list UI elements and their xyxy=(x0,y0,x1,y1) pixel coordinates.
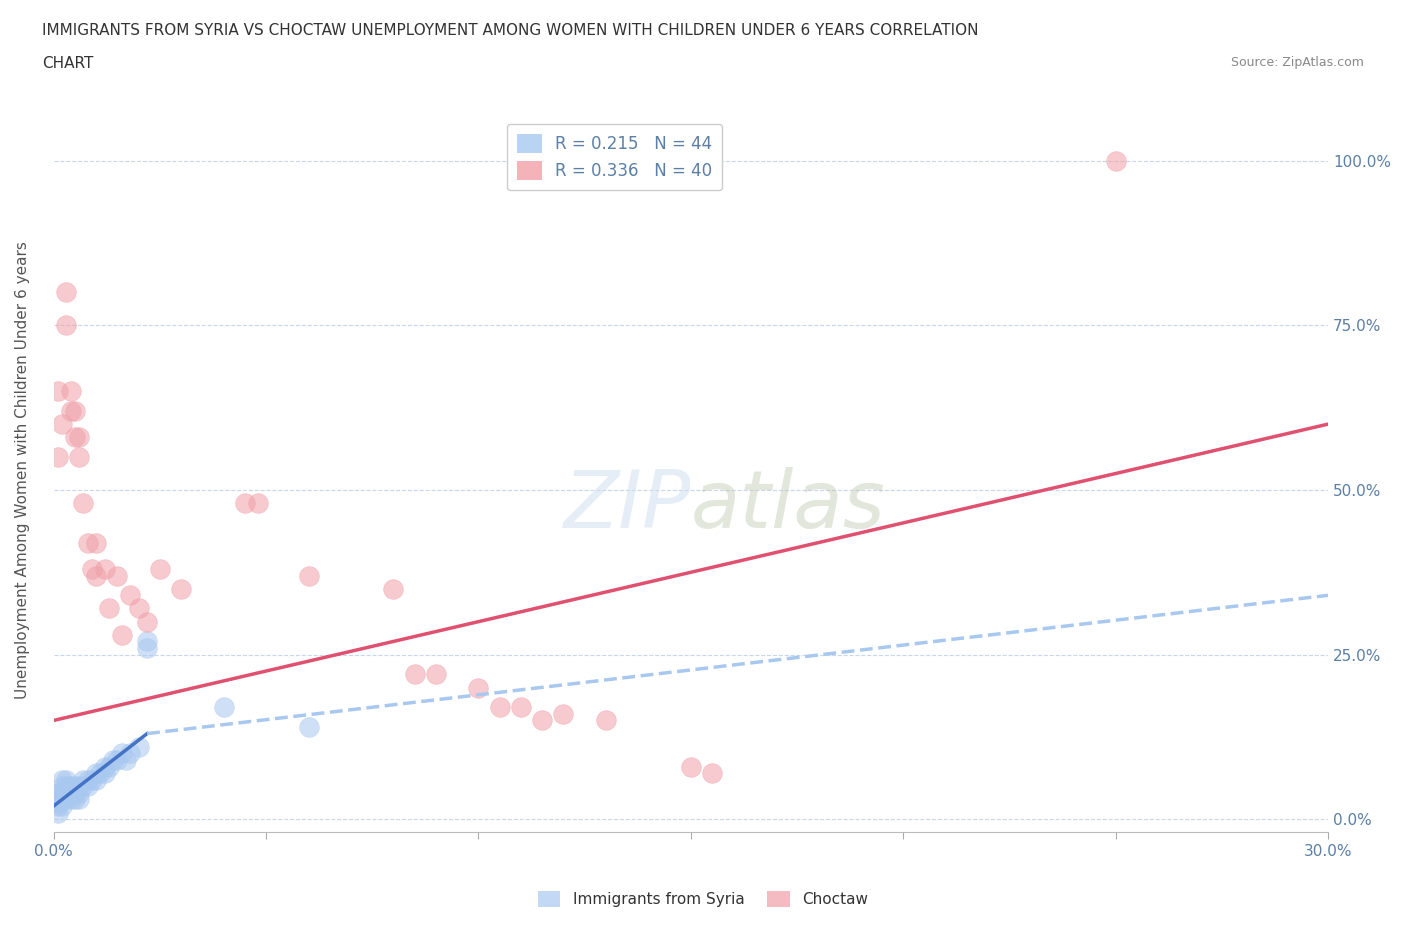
Point xyxy=(246,496,269,511)
Point xyxy=(51,417,73,432)
Point xyxy=(63,786,86,801)
Legend: R = 0.215   N = 44, R = 0.336   N = 40: R = 0.215 N = 44, R = 0.336 N = 40 xyxy=(506,124,723,191)
Point xyxy=(72,772,94,787)
Point xyxy=(136,614,159,629)
Point xyxy=(84,772,107,787)
Text: IMMIGRANTS FROM SYRIA VS CHOCTAW UNEMPLOYMENT AMONG WOMEN WITH CHILDREN UNDER 6 : IMMIGRANTS FROM SYRIA VS CHOCTAW UNEMPLO… xyxy=(42,23,979,38)
Point xyxy=(51,786,73,801)
Point xyxy=(128,739,150,754)
Point xyxy=(105,752,128,767)
Point xyxy=(46,786,69,801)
Point xyxy=(93,562,115,577)
Point xyxy=(55,786,77,801)
Point xyxy=(80,562,103,577)
Point xyxy=(84,568,107,583)
Point xyxy=(51,799,73,814)
Point xyxy=(67,786,90,801)
Point xyxy=(297,568,319,583)
Y-axis label: Unemployment Among Women with Children Under 6 years: Unemployment Among Women with Children U… xyxy=(15,241,30,699)
Legend: Immigrants from Syria, Choctaw: Immigrants from Syria, Choctaw xyxy=(531,884,875,913)
Point xyxy=(97,601,120,616)
Point xyxy=(110,628,132,643)
Point xyxy=(51,772,73,787)
Point xyxy=(1105,153,1128,168)
Point xyxy=(67,792,90,807)
Point xyxy=(59,786,82,801)
Point xyxy=(120,746,142,761)
Point xyxy=(76,778,98,793)
Point xyxy=(63,430,86,445)
Point xyxy=(72,778,94,793)
Point xyxy=(233,496,256,511)
Point xyxy=(488,700,510,715)
Point xyxy=(59,778,82,793)
Point xyxy=(59,384,82,399)
Point xyxy=(510,700,533,715)
Point xyxy=(59,792,82,807)
Point xyxy=(531,713,554,728)
Point xyxy=(297,720,319,735)
Point xyxy=(84,535,107,550)
Text: Source: ZipAtlas.com: Source: ZipAtlas.com xyxy=(1230,56,1364,69)
Point xyxy=(72,496,94,511)
Text: ZIP: ZIP xyxy=(564,468,690,545)
Point xyxy=(63,404,86,418)
Point xyxy=(46,795,69,810)
Point xyxy=(425,667,447,682)
Point xyxy=(149,562,172,577)
Point xyxy=(76,772,98,787)
Point xyxy=(120,588,142,603)
Point xyxy=(110,746,132,761)
Point xyxy=(67,430,90,445)
Point xyxy=(84,765,107,780)
Point xyxy=(59,404,82,418)
Point xyxy=(404,667,426,682)
Point xyxy=(55,792,77,807)
Point xyxy=(80,772,103,787)
Point xyxy=(76,535,98,550)
Point xyxy=(46,799,69,814)
Point xyxy=(46,384,69,399)
Point xyxy=(63,778,86,793)
Point xyxy=(105,568,128,583)
Point xyxy=(67,778,90,793)
Point xyxy=(51,778,73,793)
Point xyxy=(97,759,120,774)
Point xyxy=(55,318,77,333)
Point xyxy=(467,680,489,695)
Point xyxy=(382,581,405,596)
Point xyxy=(595,713,617,728)
Point xyxy=(89,765,111,780)
Point xyxy=(93,765,115,780)
Point xyxy=(46,449,69,464)
Point xyxy=(212,700,235,715)
Point xyxy=(55,778,77,793)
Point xyxy=(136,641,159,656)
Point xyxy=(136,634,159,649)
Point xyxy=(93,759,115,774)
Point xyxy=(55,772,77,787)
Point xyxy=(170,581,193,596)
Point xyxy=(101,752,124,767)
Point xyxy=(46,805,69,820)
Point xyxy=(46,792,69,807)
Point xyxy=(700,765,723,780)
Point xyxy=(63,792,86,807)
Point xyxy=(55,285,77,299)
Point xyxy=(679,759,702,774)
Point xyxy=(553,707,575,722)
Point xyxy=(114,752,136,767)
Text: atlas: atlas xyxy=(690,468,886,545)
Text: CHART: CHART xyxy=(42,56,94,71)
Point xyxy=(67,449,90,464)
Point xyxy=(51,792,73,807)
Point xyxy=(128,601,150,616)
